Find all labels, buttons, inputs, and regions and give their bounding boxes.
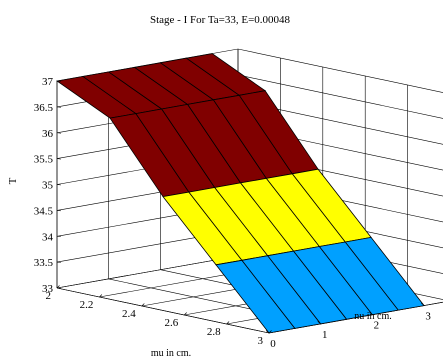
- x-tick-label: 2.8: [207, 326, 221, 338]
- z-tick-mark: [56, 261, 62, 263]
- z-tick-label: 35.5: [34, 154, 54, 166]
- y-tick-label: 3: [425, 311, 431, 323]
- x-tick-label: 3: [258, 335, 264, 347]
- x-tick-mark: [183, 312, 187, 316]
- z-tick-mark: [56, 287, 62, 289]
- tick-layer: 3333.53434.53535.53636.53722.22.42.62.83…: [34, 76, 432, 350]
- x-tick-label: 2: [46, 290, 52, 302]
- y-axis-label: nu in cm.: [354, 311, 392, 322]
- x-tick-mark: [141, 303, 145, 307]
- z-tick-label: 37: [42, 76, 54, 88]
- z-tick-mark: [56, 132, 62, 134]
- x-tick-mark: [226, 321, 230, 325]
- y-tick-label: 0: [270, 338, 276, 350]
- z-tick-label: 36.5: [34, 102, 54, 114]
- y-tick-label: 2: [374, 320, 380, 332]
- grid-line: [237, 48, 443, 93]
- x-tick-label: 2.2: [80, 299, 94, 311]
- x-tick-mark: [56, 285, 60, 289]
- z-tick-label: 34.5: [34, 205, 54, 217]
- z-tick-label: 35: [42, 180, 54, 192]
- z-axis-label: T: [7, 177, 19, 184]
- surface-layer: [55, 53, 425, 334]
- grid-line: [56, 255, 239, 289]
- y-tick-mark: [369, 311, 373, 315]
- z-tick-label: 34: [42, 231, 54, 243]
- chart-title: Stage - I For Ta=33, E=0.00048: [150, 14, 291, 26]
- x-tick-label: 2.4: [122, 308, 136, 320]
- x-tick-label: 2.6: [164, 317, 178, 329]
- y-tick-mark: [420, 302, 425, 306]
- x-tick-mark: [99, 294, 103, 298]
- y-tick-label: 1: [322, 329, 328, 341]
- x-axis-label: mu in cm.: [151, 348, 191, 359]
- grid-line: [237, 74, 443, 119]
- y-tick-mark: [265, 330, 270, 334]
- y-tick-mark: [317, 321, 321, 325]
- z-tick-mark: [56, 106, 62, 108]
- x-tick-mark: [268, 330, 272, 334]
- z-tick-mark: [56, 80, 62, 82]
- z-tick-label: 33.5: [34, 257, 54, 269]
- z-tick-label: 33: [42, 283, 54, 295]
- z-tick-mark: [56, 235, 62, 238]
- z-tick-mark: [56, 158, 62, 160]
- z-tick-mark: [56, 210, 62, 212]
- z-tick-label: 36: [42, 128, 54, 140]
- axis-line: [56, 287, 270, 334]
- z-tick-mark: [56, 184, 62, 186]
